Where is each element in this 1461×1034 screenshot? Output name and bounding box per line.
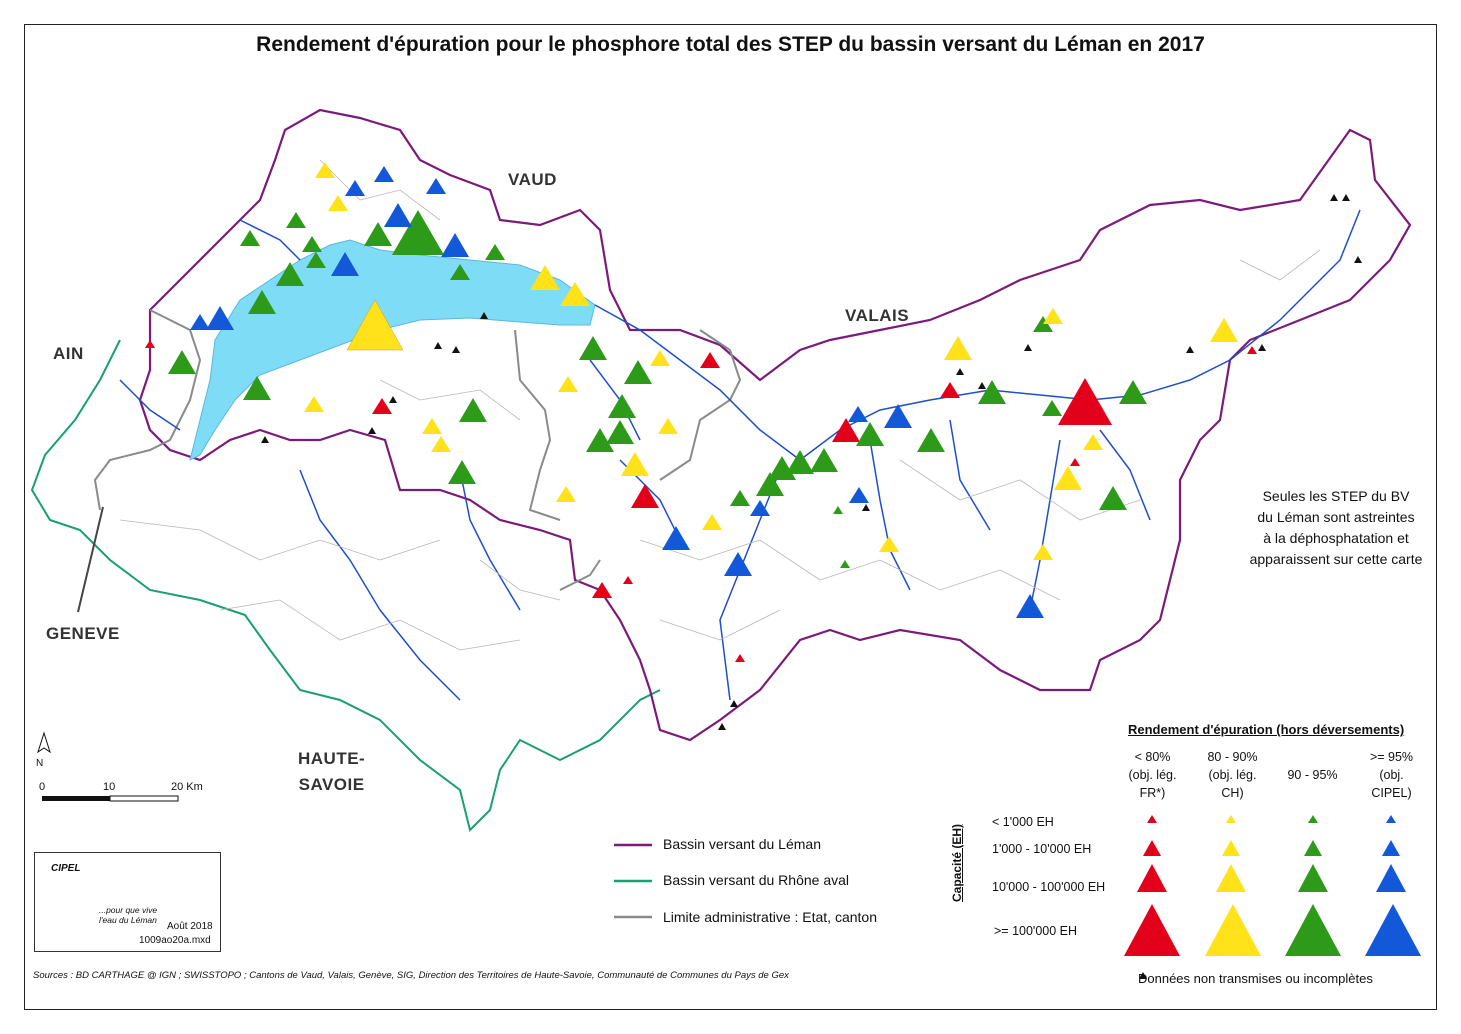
legend-title: Rendement d'épuration (hors déversements… (1128, 722, 1405, 737)
map-note: Seules les STEP du BV du Léman sont astr… (1249, 488, 1423, 567)
logo-file: 1009ao20a.mxd (139, 935, 211, 946)
scale-tick-10: 10 (103, 781, 116, 793)
legend-category-80-90: 80 - 90% (obj. lég. CH) (1207, 750, 1258, 800)
region-label-valais: VALAIS (845, 306, 910, 325)
rhone-basin-boundary (30, 339, 661, 832)
legend-label-leman: Bassin versant du Léman (663, 836, 821, 852)
scale-tick-0: 0 (39, 781, 46, 793)
logo-date: Août 2018 (167, 921, 213, 932)
region-label-vaud: VAUD (508, 170, 557, 189)
legend-capacity-1: < 1'000 EH (992, 815, 1054, 829)
region-label-ain: AIN (53, 344, 84, 363)
geneve-pointer (77, 506, 104, 613)
legend-category-90-95: 90 - 95% (1287, 768, 1338, 782)
legend-capacity-3: 10'000 - 100'000 EH (992, 880, 1106, 894)
legend-capacity-2: 1'000 - 10'000 EH (992, 842, 1092, 856)
step-markers (145, 162, 1362, 730)
region-label-haute-savoie: HAUTE- SAVOIE (298, 749, 366, 794)
legend-category-lt80: < 80% (obj. lég. FR*) (1128, 750, 1177, 800)
region-label-geneve: GENEVE (46, 624, 120, 643)
admin-limit-4 (559, 559, 601, 591)
north-arrow-icon (37, 731, 51, 754)
legend-capacity-4: >= 100'000 EH (994, 924, 1078, 938)
scale-tick-20: 20 Km (171, 781, 203, 793)
scale-bar-right (109, 795, 179, 802)
scale-bar-left (42, 796, 110, 801)
leman-basin-boundary (138, 108, 1412, 742)
subcatchment-lines (119, 159, 1321, 651)
legend-capacity-axis: Capacité (EH) (950, 823, 964, 902)
admin-limit-2 (514, 329, 561, 521)
legend-triangles (1124, 815, 1421, 979)
logo-slogan: ...pour que vive l'eau du Léman (99, 905, 158, 925)
cipel-logo: CIPEL ...pour que vive l'eau du Léman Ao… (34, 852, 221, 952)
legend-label-rhone: Bassin versant du Rhône aval (663, 872, 849, 888)
admin-limit-1 (93, 309, 202, 511)
legend-label-admin: Limite administrative : Etat, canton (663, 909, 877, 925)
logo-name: CIPEL (51, 863, 81, 874)
legend-category-gte95: >= 95% (obj. CIPEL) (1369, 750, 1414, 800)
map-title: Rendement d'épuration pour le phosphore … (256, 33, 1205, 56)
legend-no-data: Données non transmises ou incomplètes (1138, 971, 1373, 986)
north-label: N (36, 758, 44, 769)
sources-text: Sources : BD CARTHAGE @ IGN ; SWISSTOPO … (33, 970, 789, 981)
map-frame (24, 24, 1437, 1010)
